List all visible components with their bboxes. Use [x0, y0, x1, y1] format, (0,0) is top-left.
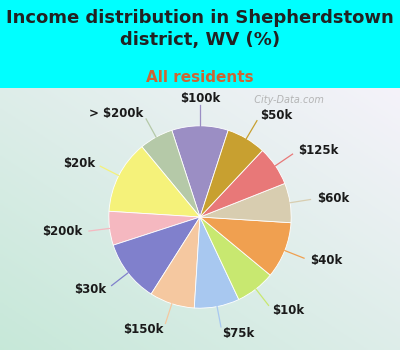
Text: All residents: All residents: [146, 70, 254, 85]
Wedge shape: [200, 217, 270, 300]
Text: $50k: $50k: [260, 109, 292, 122]
Text: > $200k: > $200k: [89, 107, 143, 120]
Text: $125k: $125k: [298, 144, 338, 157]
Wedge shape: [109, 147, 200, 217]
Wedge shape: [113, 217, 200, 294]
Wedge shape: [200, 150, 285, 217]
Text: $30k: $30k: [74, 283, 107, 296]
Text: City-Data.com: City-Data.com: [248, 95, 324, 105]
Wedge shape: [109, 211, 200, 245]
Text: $10k: $10k: [272, 304, 304, 317]
Text: $150k: $150k: [123, 323, 164, 336]
Text: $60k: $60k: [317, 192, 349, 205]
Wedge shape: [200, 183, 291, 223]
Wedge shape: [194, 217, 239, 308]
Wedge shape: [142, 130, 200, 217]
Text: $75k: $75k: [222, 327, 254, 340]
Wedge shape: [172, 126, 228, 217]
Wedge shape: [200, 217, 291, 275]
Text: Income distribution in Shepherdstown
district, WV (%): Income distribution in Shepherdstown dis…: [6, 9, 394, 49]
Wedge shape: [151, 217, 200, 308]
Text: $100k: $100k: [180, 92, 220, 105]
Text: $20k: $20k: [63, 157, 95, 170]
Wedge shape: [200, 130, 262, 217]
Text: $40k: $40k: [310, 254, 342, 267]
Text: $200k: $200k: [42, 225, 83, 238]
